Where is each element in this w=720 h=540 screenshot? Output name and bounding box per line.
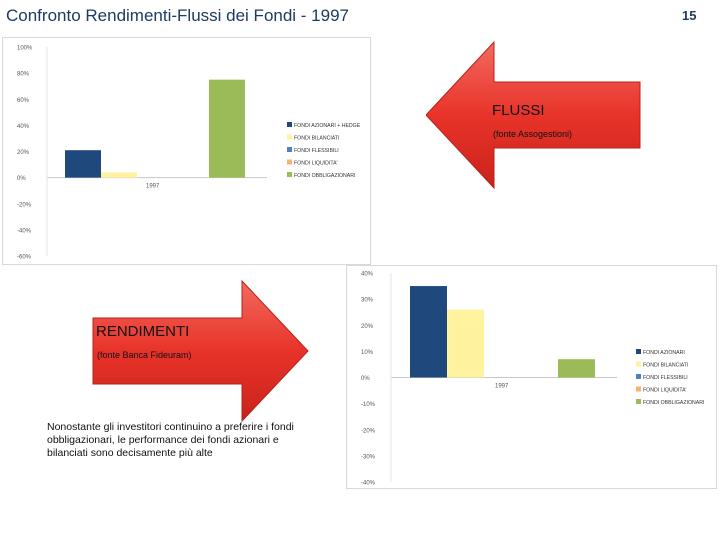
legend-label: FONDI FLESSIBILI [294, 148, 339, 154]
page-number: 15 [682, 8, 697, 23]
bar-5 [558, 359, 595, 378]
y-tick-label: 80% [17, 72, 30, 78]
legend-swatch [636, 349, 641, 354]
y-tick-label: 40% [361, 272, 374, 278]
y-tick-label: -20% [17, 202, 32, 208]
slide-title: Confronto Rendimenti-Flussi dei Fondi - … [6, 6, 350, 25]
rendimenti-arrow: RENDIMENTI (fonte Banca Fideuram) [92, 279, 310, 423]
y-tick-label: -40% [17, 228, 32, 234]
y-tick-label: 100% [17, 46, 33, 52]
category-label: 1997 [495, 384, 509, 390]
note-text: Nonostante gli investitori continuino a … [47, 421, 294, 459]
y-tick-label: -30% [361, 454, 376, 460]
legend-swatch [287, 134, 292, 140]
legend-label: FONDI AZIONARI [643, 350, 685, 356]
legend-swatch [287, 172, 292, 177]
bar-2 [101, 172, 137, 178]
legend-swatch [636, 374, 641, 379]
legend-label: FONDI LIQUIDITA' [294, 161, 338, 167]
left-arrow-icon [425, 40, 641, 190]
y-tick-label: 30% [361, 298, 374, 304]
flussi-chart-svg: 100% 80% 60% 40% 20% 0% -20% -40% -60% 1997 FONDI … [17, 46, 361, 261]
y-tick-label: 0% [17, 176, 26, 182]
bar-5 [209, 79, 245, 178]
y-tick-label: 10% [361, 350, 374, 356]
legend-label: FONDI OBBLIGAZIONARI [643, 400, 704, 406]
y-tick-label: -60% [17, 255, 32, 261]
legend-label: FONDI LIQUIDITA' [643, 388, 687, 394]
rendimenti-chart-svg: 40% 30% 20% 10% 0% -10% -20% -30% -40% 1997 FONDI … [361, 272, 704, 487]
rendimenti-subtitle: (fonte Banca Fideuram) [97, 350, 192, 360]
legend-label: FONDI FLESSIBILI [643, 375, 688, 381]
flussi-chart: 100% 80% 60% 40% 20% 0% -20% -40% -60% 1997 FONDI … [2, 37, 371, 265]
y-tick-label: 0% [361, 376, 370, 382]
rendimenti-chart: 40% 30% 20% 10% 0% -10% -20% -30% -40% 1997 FONDI … [346, 265, 717, 489]
legend-label: FONDI AZIONARI + HEDGE [294, 123, 361, 129]
rendimenti-title: RENDIMENTI [96, 323, 190, 340]
legend-swatch [636, 399, 641, 404]
y-tick-label: -20% [361, 428, 376, 434]
y-tick-label: 20% [17, 150, 30, 156]
legend-swatch [287, 147, 292, 152]
flussi-title: FLUSSI [492, 102, 545, 119]
flussi-arrow: FLUSSI (fonte Assogestioni) [425, 40, 642, 190]
legend-swatch [636, 361, 641, 367]
bar-1 [65, 150, 101, 178]
y-tick-label: -10% [361, 402, 376, 408]
y-tick-label: -40% [361, 481, 376, 487]
flussi-subtitle: (fonte Assogestioni) [493, 129, 573, 139]
legend-label: FONDI BILANCIATI [643, 363, 688, 369]
legend-label: FONDI OBBLIGAZIONARI [294, 173, 355, 179]
y-tick-label: 60% [17, 98, 30, 104]
legend-swatch [287, 122, 292, 127]
legend-swatch [636, 386, 641, 392]
y-tick-label: 40% [17, 124, 30, 130]
legend-label: FONDI BILANCIATI [294, 136, 339, 142]
legend-swatch [287, 159, 292, 165]
right-arrow-icon [92, 279, 309, 423]
category-label: 1997 [146, 184, 160, 190]
y-tick-label: 20% [361, 324, 374, 330]
bar-1 [410, 286, 447, 378]
bar-2 [447, 309, 484, 378]
